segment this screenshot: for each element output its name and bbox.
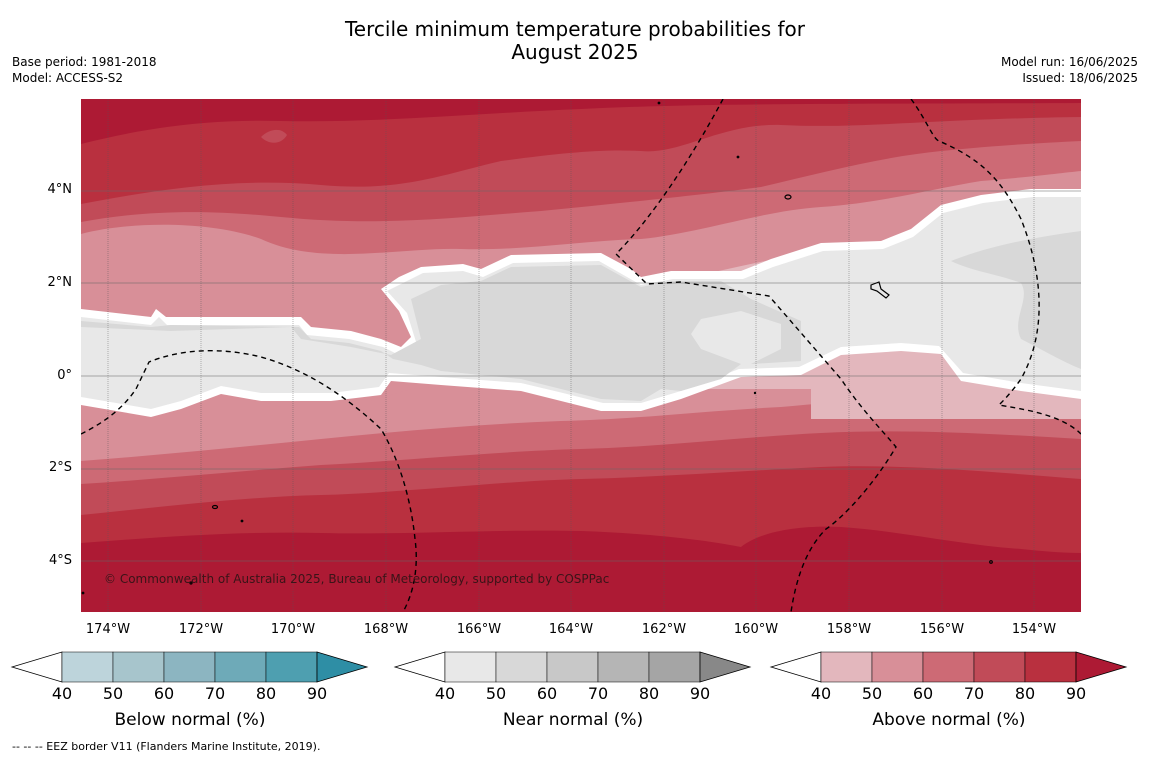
colorbar-tick-label: 80 — [1014, 684, 1036, 703]
colorbar-tick-label: 40 — [51, 684, 73, 703]
colorbar-above — [769, 651, 1128, 683]
above-40-east-south-band — [811, 344, 1081, 419]
colorbar-segment — [163, 651, 216, 683]
lon-label: 156°W — [919, 622, 965, 637]
lat-label: 4°S — [48, 553, 72, 568]
colorbar-tick-label: 50 — [102, 684, 124, 703]
colorbar-under-triangle — [393, 651, 446, 683]
title-line-1: Tercile minimum temperature probabilitie… — [344, 17, 806, 41]
issued-text: Issued: 18/06/2025 — [1022, 71, 1138, 85]
model-run-text: Model run: 16/06/2025 — [1000, 55, 1138, 69]
colorbar-near — [393, 651, 752, 683]
near-50-patch-east — [951, 231, 1081, 369]
colorbar-segment — [214, 651, 267, 683]
colorbar-over-triangle — [1075, 651, 1128, 683]
colorbar-segment — [546, 651, 599, 683]
lon-label: 172°W — [178, 622, 224, 637]
colorbar-below — [10, 651, 369, 683]
lon-label: 170°W — [270, 622, 316, 637]
lat-label: 4°N — [47, 182, 73, 197]
base-period-text: Base period: 1981-2018 — [12, 55, 157, 69]
model-text: Model: ACCESS-S2 — [12, 71, 124, 85]
lon-label: 162°W — [641, 622, 687, 637]
colorbar-tick-label: 50 — [485, 684, 507, 703]
colorbar-segment — [112, 651, 165, 683]
colorbar-tick-label: 80 — [255, 684, 277, 703]
lon-label: 168°W — [363, 622, 409, 637]
lon-label: 160°W — [733, 622, 779, 637]
near-50-patch-west — [81, 265, 801, 401]
colorbar-below-label: Below normal (%) — [114, 710, 266, 730]
near-50-patch-northwest — [261, 129, 287, 143]
lon-label: 174°W — [85, 622, 131, 637]
eez-footnote: -- -- -- EEZ border V11 (Flanders Marine… — [12, 740, 321, 753]
colorbar-tick-label: 70 — [963, 684, 985, 703]
lat-label: 2°S — [48, 460, 72, 475]
colorbar-segment — [973, 651, 1026, 683]
colorbar-segment — [922, 651, 975, 683]
colorbar-under-triangle — [769, 651, 822, 683]
colorbar-segment — [265, 651, 318, 683]
colorbar-near-label: Near normal (%) — [502, 710, 644, 730]
graticule — [107, 99, 1035, 612]
colorbar-tick-label: 90 — [1065, 684, 1087, 703]
meta-right: Model run: 16/06/2025 Issued: 18/06/2025 — [1001, 54, 1138, 86]
colorbar-segment — [1024, 651, 1077, 683]
colorbar-tick-label: 60 — [536, 684, 558, 703]
colorbar-tick-label: 70 — [587, 684, 609, 703]
map-svg — [81, 99, 1081, 612]
colorbar-tick-label: 50 — [861, 684, 883, 703]
colorbar-tick-label: 90 — [306, 684, 328, 703]
colorbar-segment — [61, 651, 114, 683]
lat-label: 0° — [57, 368, 72, 383]
colorbar-under-triangle — [10, 651, 63, 683]
title-line-2: August 2025 — [511, 40, 639, 64]
lat-label: 2°N — [47, 275, 73, 290]
lon-label: 154°W — [1011, 622, 1057, 637]
colorbar-tick-label: 90 — [689, 684, 711, 703]
chart-title: Tercile minimum temperature probabilitie… — [0, 18, 1150, 64]
colorbar-tick-label: 60 — [912, 684, 934, 703]
colorbar-tick-label: 70 — [204, 684, 226, 703]
colorbar-segment — [444, 651, 497, 683]
lon-label: 158°W — [826, 622, 872, 637]
colorbar-segment — [820, 651, 873, 683]
colorbar-tick-label: 40 — [810, 684, 832, 703]
lon-label: 166°W — [456, 622, 502, 637]
copyright-notice: © Commonwealth of Australia 2025, Bureau… — [104, 572, 610, 586]
probability-map — [81, 99, 1081, 612]
above-90-south-band — [81, 526, 1081, 612]
colorbar-above-label: Above normal (%) — [872, 710, 1026, 730]
latitude-lines — [81, 190, 1081, 562]
colorbar-tick-label: 80 — [638, 684, 660, 703]
colorbar-over-triangle — [699, 651, 752, 683]
colorbar-segment — [597, 651, 650, 683]
colorbar-tick-label: 60 — [153, 684, 175, 703]
colorbars-svg — [10, 651, 1128, 683]
colorbar-tick-label: 40 — [434, 684, 456, 703]
colorbar-over-triangle — [316, 651, 369, 683]
meta-left: Base period: 1981-2018 Model: ACCESS-S2 — [12, 54, 157, 86]
eez-borders — [81, 99, 1081, 612]
lon-label: 164°W — [548, 622, 594, 637]
colorbar-segment — [648, 651, 701, 683]
colorbar-segment — [871, 651, 924, 683]
colorbar-segment — [495, 651, 548, 683]
islands — [81, 101, 993, 595]
